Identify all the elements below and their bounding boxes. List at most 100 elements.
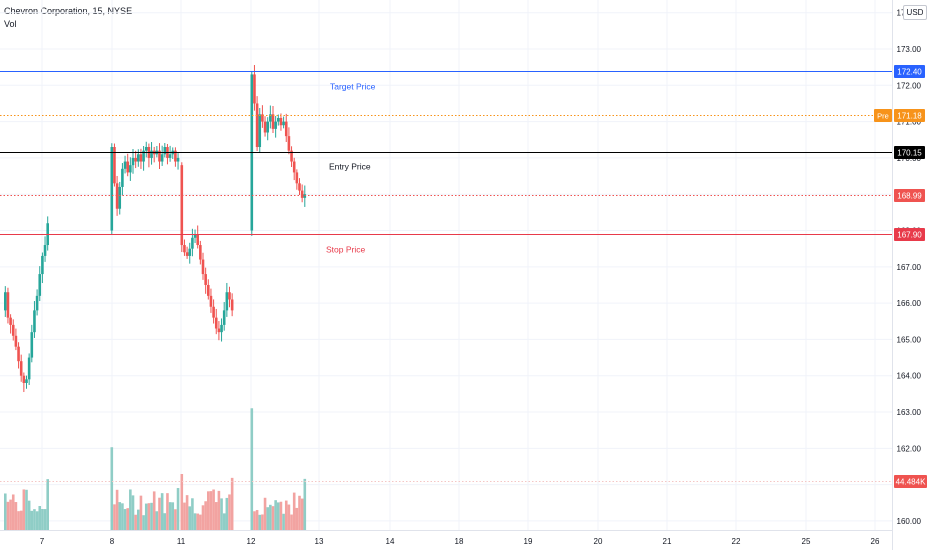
candle-body bbox=[163, 147, 167, 155]
candle-body bbox=[199, 245, 202, 260]
volume-badge bbox=[894, 475, 927, 488]
volume-bar bbox=[269, 504, 272, 530]
x-tick-label: 8 bbox=[110, 537, 115, 546]
volume-bar bbox=[11, 494, 15, 530]
volume-bar bbox=[295, 507, 299, 530]
volume-bar bbox=[183, 502, 186, 530]
x-tick-label: 19 bbox=[524, 537, 533, 546]
volume-bar bbox=[134, 514, 137, 530]
volume-bar bbox=[139, 495, 143, 530]
time-axis[interactable]: 7 8 11 12 13 14 18 19 20 21 22 25 26 bbox=[40, 537, 880, 546]
x-tick-label: 13 bbox=[315, 537, 324, 546]
volume-bar bbox=[43, 509, 47, 530]
x-tick-label: 25 bbox=[802, 537, 811, 546]
volume-bar bbox=[228, 494, 231, 530]
candle-body bbox=[295, 172, 299, 184]
candle-body bbox=[110, 147, 114, 231]
candle-body bbox=[113, 147, 116, 184]
volume-bar bbox=[274, 500, 277, 530]
volume-bar bbox=[185, 495, 189, 530]
price-axis-badges: 172.40 171.18 Pre 170.15 168.99 167.90 44.484K bbox=[874, 65, 927, 488]
candle-body bbox=[209, 295, 213, 307]
volume-bar bbox=[27, 500, 31, 530]
volume-bar bbox=[261, 514, 264, 530]
currency-button[interactable]: USD bbox=[903, 5, 927, 20]
price-badge-label: 168.99 bbox=[897, 192, 922, 201]
candle-body bbox=[266, 121, 269, 133]
candle-body bbox=[204, 274, 207, 285]
candle-body bbox=[158, 150, 161, 162]
volume-bar bbox=[118, 502, 122, 530]
x-tick-label: 20 bbox=[594, 537, 603, 546]
volume-bar bbox=[126, 508, 129, 530]
volume-bar bbox=[220, 498, 223, 530]
volume-bar bbox=[255, 510, 259, 530]
grid bbox=[0, 0, 892, 530]
pre-badge bbox=[874, 109, 892, 122]
volume-bar bbox=[292, 492, 296, 530]
candle-body bbox=[9, 317, 12, 325]
volume-bar bbox=[298, 495, 301, 530]
y-tick-label: 166.00 bbox=[897, 299, 922, 308]
volume-bar bbox=[290, 514, 293, 530]
candle-body bbox=[144, 147, 148, 151]
volume-bar bbox=[271, 506, 275, 530]
candle-body bbox=[188, 248, 192, 256]
volume-bar bbox=[163, 513, 167, 530]
candle-body bbox=[255, 103, 259, 148]
volume-bar bbox=[166, 493, 169, 530]
candle-body bbox=[43, 245, 47, 256]
candle-body bbox=[126, 161, 129, 173]
volume-bar bbox=[284, 500, 288, 530]
candle-body bbox=[284, 121, 288, 137]
volume-bar bbox=[144, 503, 148, 530]
volume-bar bbox=[38, 506, 42, 530]
candle-body bbox=[118, 186, 122, 209]
volume-legend-label: Vol bbox=[4, 19, 17, 29]
volume-bar bbox=[225, 497, 229, 530]
volume-bar bbox=[277, 502, 280, 530]
volume-bar bbox=[25, 489, 28, 530]
y-tick-label: 163.00 bbox=[897, 408, 922, 417]
candle-body bbox=[225, 292, 229, 311]
price-badge-label: 171.18 bbox=[897, 112, 922, 121]
candle-body bbox=[185, 252, 189, 256]
volume-bar bbox=[152, 491, 156, 530]
volume-bars bbox=[4, 408, 307, 530]
candle-body bbox=[214, 317, 218, 329]
volume-bar bbox=[147, 503, 151, 530]
x-tick-label: 22 bbox=[732, 537, 741, 546]
candle-body bbox=[33, 310, 36, 333]
candle-body bbox=[176, 157, 180, 162]
volume-bar bbox=[113, 504, 116, 530]
x-tick-label: 21 bbox=[663, 537, 672, 546]
pre-badge-label: Pre bbox=[877, 112, 889, 121]
y-tick-label: 172.00 bbox=[897, 81, 922, 90]
candle-body bbox=[222, 310, 226, 325]
price-levels: Target Price Entry Price Stop Price bbox=[0, 71, 892, 482]
candle-body bbox=[274, 121, 277, 129]
volume-bar bbox=[46, 479, 49, 530]
price-badge-label: 170.15 bbox=[897, 149, 922, 158]
candle-body bbox=[30, 332, 34, 358]
volume-bar bbox=[171, 502, 175, 530]
volume-bar bbox=[282, 513, 285, 530]
volume-bar bbox=[287, 504, 291, 530]
candle-body bbox=[263, 121, 267, 133]
volume-bar bbox=[201, 505, 205, 530]
y-tick-label: 167.00 bbox=[897, 263, 922, 272]
candle-body bbox=[201, 259, 205, 275]
price-axis[interactable]: 160.00161.00162.00163.00164.00165.00166.… bbox=[897, 9, 922, 526]
price-badge bbox=[894, 228, 925, 241]
candle-body bbox=[17, 346, 20, 362]
volume-bar bbox=[121, 503, 124, 530]
volume-bar bbox=[6, 501, 10, 530]
volume-bar bbox=[4, 493, 7, 530]
candle-body bbox=[160, 154, 164, 162]
volume-bar bbox=[263, 497, 267, 530]
volume-bar bbox=[196, 513, 199, 530]
volume-bar bbox=[19, 510, 23, 530]
x-tick-label: 11 bbox=[177, 537, 186, 546]
candle-body bbox=[6, 292, 10, 318]
